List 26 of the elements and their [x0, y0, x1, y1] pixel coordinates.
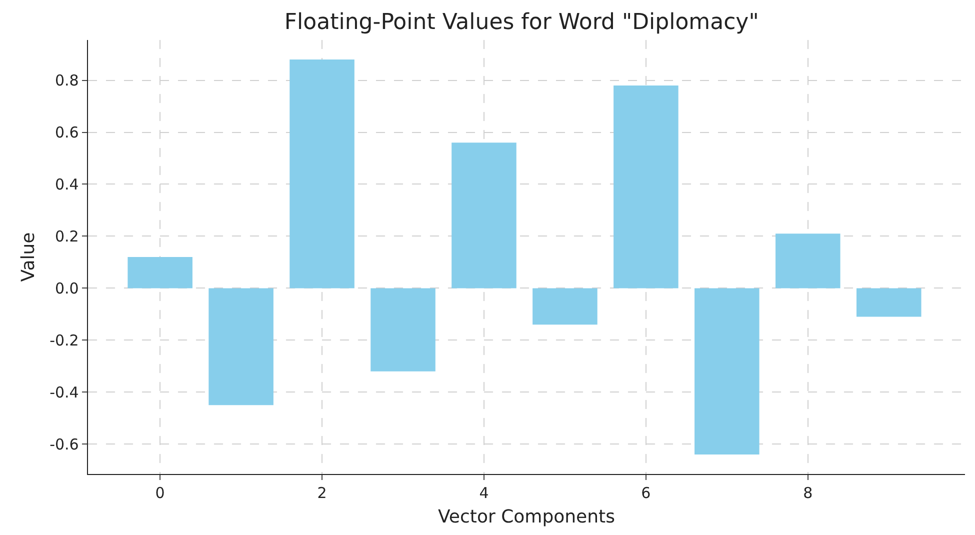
- y-tick-label: 0.2: [54, 227, 79, 246]
- y-tick-label: -0.4: [50, 383, 79, 402]
- bar: [776, 234, 840, 288]
- y-tick-label: 0.4: [54, 175, 79, 194]
- y-axis-title: Value: [18, 232, 39, 282]
- chart-title: Floating-Point Values for Word "Diplomacy": [284, 10, 759, 35]
- x-tick-label: 8: [803, 484, 813, 502]
- bar: [856, 288, 922, 317]
- y-tick-label: -0.6: [50, 435, 79, 454]
- bar: [128, 257, 192, 288]
- bar: [614, 85, 678, 288]
- bar: [290, 59, 354, 288]
- bar: [532, 288, 598, 325]
- x-axis-title: Vector Components: [438, 506, 615, 528]
- bar: [452, 142, 516, 288]
- bar: [370, 288, 436, 372]
- y-tick-label: -0.2: [50, 331, 79, 350]
- x-tick-label: 4: [479, 484, 489, 502]
- y-tick-label: 0.6: [54, 124, 79, 142]
- x-tick-label: 6: [641, 484, 651, 502]
- bar: [694, 288, 760, 455]
- y-tick-label: 0.8: [54, 72, 79, 90]
- x-tick-label: 2: [317, 484, 327, 502]
- y-tick-label: 0.0: [54, 279, 79, 298]
- x-tick-label: 0: [155, 484, 165, 502]
- bar: [208, 288, 274, 406]
